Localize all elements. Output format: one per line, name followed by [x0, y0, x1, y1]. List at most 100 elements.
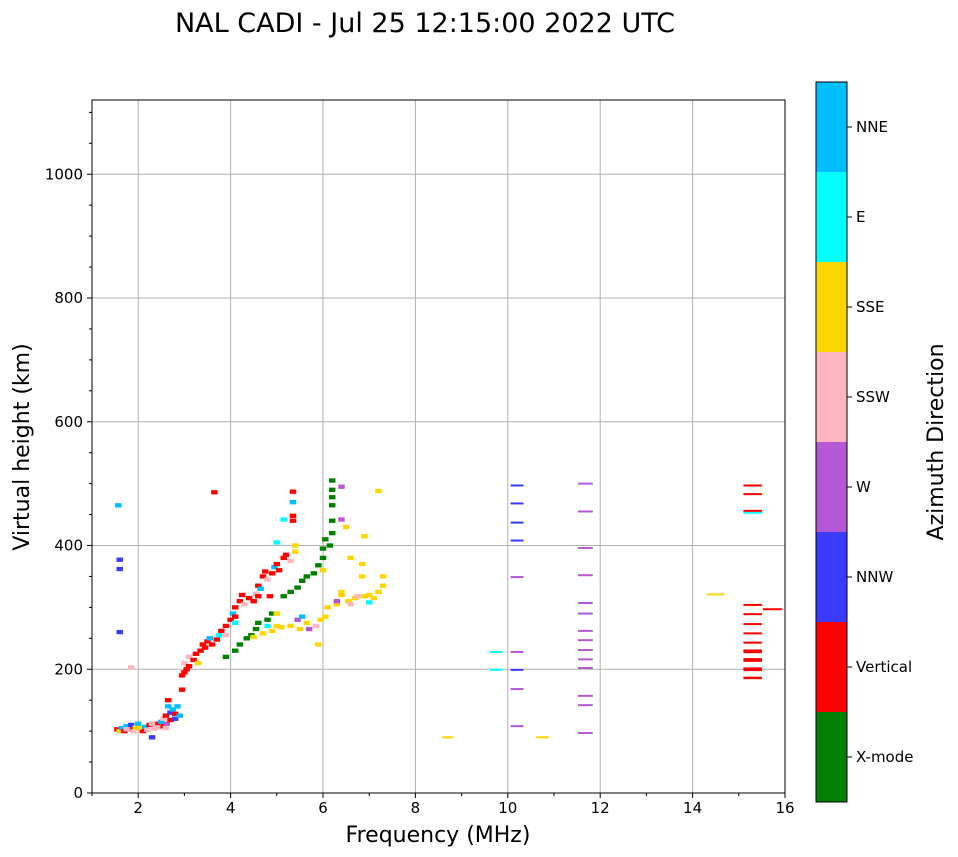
colorbar-tick-label: X-mode: [856, 748, 913, 766]
data-point-x-mode: [236, 642, 244, 647]
data-point-vertical: [280, 555, 287, 561]
colorbar-tick-label: Vertical: [856, 658, 912, 676]
data-point-vertical: [743, 641, 762, 644]
data-point-vertical: [231, 605, 239, 610]
colorbar-frame: [815, 81, 848, 803]
data-point-vertical: [255, 583, 262, 588]
data-point-ssw: [155, 725, 163, 730]
data-point-vertical: [743, 603, 762, 606]
data-point-x-mode: [243, 636, 251, 641]
data-point-nnw: [167, 710, 174, 715]
colorbar-tick-label: W: [856, 478, 871, 496]
y-tick-label: 400: [54, 537, 83, 555]
x-tick-label: 16: [775, 799, 794, 817]
data-point-nne: [229, 611, 237, 616]
data-point-nnw: [510, 668, 524, 671]
data-point-e: [489, 650, 503, 653]
data-point-nne: [298, 614, 306, 619]
data-point-ssw: [144, 727, 151, 733]
data-point-w: [578, 602, 593, 605]
data-point-nnw: [171, 716, 179, 721]
data-point-ssw: [162, 725, 170, 731]
data-point-w: [578, 482, 593, 485]
data-point-nne: [141, 724, 149, 729]
data-point-sse: [338, 592, 345, 598]
data-point-ssw: [151, 726, 158, 731]
data-point-vertical: [743, 676, 762, 680]
data-point-vertical: [204, 639, 211, 644]
data-point-sse: [361, 534, 368, 539]
data-point-x-mode: [298, 578, 306, 583]
x-tick-label: 10: [498, 799, 517, 817]
data-point-w: [578, 704, 593, 707]
data-point-sse: [375, 488, 382, 494]
data-point-sse: [292, 543, 299, 548]
data-point-x-mode: [319, 555, 327, 561]
data-point-sse: [278, 625, 285, 630]
data-point-ssw: [264, 577, 271, 582]
data-point-vertical: [743, 613, 762, 616]
y-tick-label: 1000: [45, 165, 83, 183]
data-point-nnw: [510, 502, 524, 505]
data-point-nnw: [510, 539, 524, 542]
data-point-vertical: [236, 599, 244, 604]
data-point-w: [578, 612, 593, 615]
data-point-nne: [271, 564, 278, 570]
data-point-ssw: [130, 728, 137, 734]
data-point-w: [578, 694, 593, 697]
data-point-sse: [303, 620, 311, 626]
data-point-sse: [365, 592, 373, 598]
data-point-vertical: [197, 648, 204, 653]
data-point-sse: [259, 631, 267, 636]
data-point-x-mode: [268, 611, 276, 616]
colorbar-swatch-x-mode: [816, 712, 847, 802]
data-points: [114, 478, 783, 740]
data-point-w: [578, 731, 593, 734]
x-tick-label: 12: [591, 799, 610, 817]
x-axis-label: Frequency (MHz): [346, 823, 531, 848]
data-point-w: [578, 510, 593, 513]
data-point-x-mode: [255, 620, 262, 626]
chart-title: NAL CADI - Jul 25 12:15:00 2022 UTC: [175, 8, 675, 39]
data-point-x-mode: [322, 537, 329, 542]
data-point-sse: [345, 599, 352, 604]
data-point-vertical: [231, 614, 239, 619]
data-point-vertical: [259, 574, 267, 579]
data-point-vertical: [190, 657, 197, 663]
data-point-x-mode: [287, 589, 294, 595]
data-point-ssw: [287, 558, 294, 564]
data-point-sse: [333, 602, 341, 607]
y-tick-label: 200: [54, 660, 83, 678]
data-point-nnw: [128, 722, 135, 728]
data-point-sse: [134, 725, 142, 731]
data-point-vertical: [743, 632, 762, 635]
data-point-e: [743, 511, 762, 514]
data-point-nnw: [510, 484, 524, 487]
data-point-ssw: [160, 716, 167, 721]
data-point-w: [305, 626, 313, 632]
data-point-sse: [375, 589, 382, 595]
colorbar-tick-label: E: [856, 208, 865, 226]
data-point-vertical: [238, 592, 246, 598]
data-point-sse: [296, 626, 304, 632]
data-point-vertical: [255, 594, 262, 599]
data-point-sse: [359, 561, 366, 567]
data-point-e: [231, 620, 239, 626]
data-point-sse: [317, 617, 324, 622]
data-point-sse: [324, 605, 331, 610]
data-point-w: [510, 688, 524, 691]
data-point-w: [578, 667, 593, 670]
data-point-vertical: [743, 509, 762, 512]
data-point-sse: [361, 594, 368, 599]
data-point-nne: [257, 586, 264, 591]
data-point-vertical: [178, 687, 186, 692]
data-point-sse: [287, 623, 294, 629]
data-point-vertical: [213, 637, 220, 642]
y-tick-label: 800: [54, 289, 83, 307]
data-point-ssw: [252, 591, 260, 596]
data-point-vertical: [139, 728, 147, 734]
data-point-nne: [118, 725, 126, 731]
x-tick-label: 6: [318, 799, 328, 817]
data-point-vertical: [268, 571, 276, 576]
data-point-w: [578, 639, 593, 642]
